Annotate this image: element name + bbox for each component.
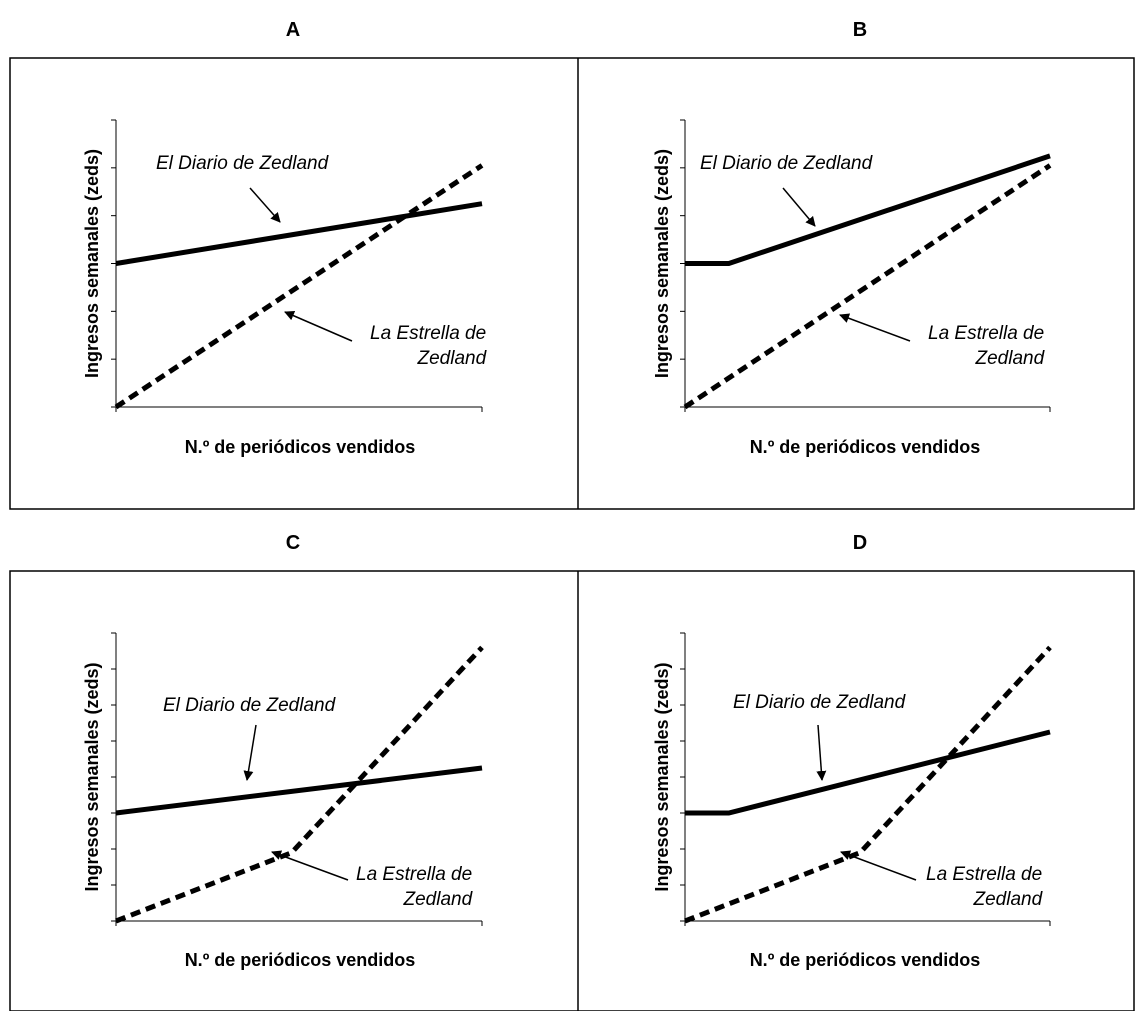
x-axis-label: N.º de periódicos vendidos [185, 437, 416, 457]
label-diario: El Diario de Zedland [733, 692, 907, 713]
arrow-estrella [839, 313, 911, 342]
label-line: Zedland [975, 348, 1046, 369]
arrow-diario [782, 187, 816, 227]
panel-b: B N.º de periódicos vendidos Ingresos sema… [652, 19, 1052, 457]
series-line-diario [115, 765, 483, 816]
label-line: La Estrella de [928, 323, 1044, 344]
arrow-diario [249, 187, 281, 223]
series-line-diario [685, 729, 1051, 816]
panel-c: C N.º de periódicos vendidos Ingresos sema… [82, 532, 484, 970]
series-line-estrella [115, 645, 484, 924]
label-line: Zedland [973, 889, 1044, 910]
label-estrella: La Estrella de Zedland [356, 864, 474, 910]
label-line: Zedland [417, 348, 488, 369]
top-row-frame [9, 57, 1135, 510]
x-axis-label: N.º de periódicos vendidos [750, 437, 981, 457]
label-line: La Estrella de [370, 323, 486, 344]
arrow-estrella [271, 850, 349, 881]
y-axis-label: Ingresos semanales (zeds) [82, 662, 102, 891]
bottom-row-frame [9, 570, 1135, 1011]
y-axis-label: Ingresos semanales (zeds) [652, 662, 672, 891]
series-line-estrella [683, 163, 1052, 410]
label-diario: El Diario de Zedland [156, 153, 330, 174]
label-line: El Diario de Zedland [163, 695, 337, 716]
label-diario: El Diario de Zedland [700, 153, 874, 174]
label-estrella: La Estrella de Zedland [928, 323, 1046, 369]
panel-title: B [853, 19, 867, 41]
panel-title: C [286, 532, 300, 554]
label-line: El Diario de Zedland [156, 153, 330, 174]
arrow-estrella [840, 850, 917, 881]
series-line-diario [685, 153, 1051, 266]
arrow-diario [243, 724, 257, 781]
label-estrella: La Estrella de Zedland [926, 864, 1044, 910]
panel-title: D [853, 532, 867, 554]
y-axis-label: Ingresos semanales (zeds) [652, 149, 672, 378]
label-line: La Estrella de [356, 864, 472, 885]
series-line-estrella [684, 645, 1052, 924]
panel-title: A [286, 19, 300, 41]
label-diario: El Diario de Zedland [163, 695, 337, 716]
x-axis-label: N.º de periódicos vendidos [185, 950, 416, 970]
series-line-diario [115, 201, 483, 266]
label-line: La Estrella de [926, 864, 1042, 885]
series-line-estrella [114, 163, 484, 410]
y-axis-label: Ingresos semanales (zeds) [82, 149, 102, 378]
arrow-estrella [284, 310, 353, 342]
label-estrella: La Estrella de Zedland [370, 323, 488, 369]
arrow-diario [816, 724, 827, 781]
x-axis-label: N.º de periódicos vendidos [750, 950, 981, 970]
label-line: El Diario de Zedland [733, 692, 907, 713]
panel-a: A N.º de periódicos vendidos Ingresos sema… [82, 19, 488, 457]
label-line: Zedland [403, 889, 474, 910]
panel-d: D N.º de periódicos vendidos Ingresos sema… [652, 532, 1052, 970]
label-line: El Diario de Zedland [700, 153, 874, 174]
